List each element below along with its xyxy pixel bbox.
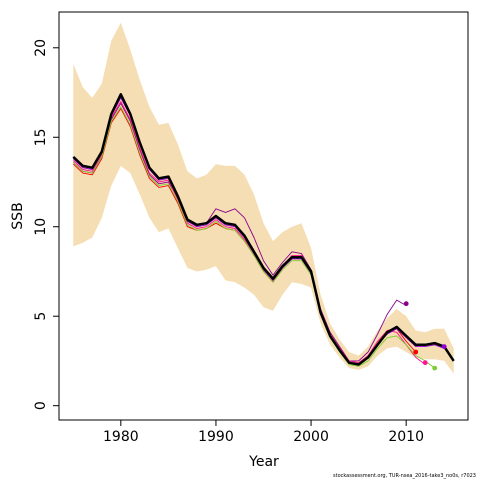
y-tick-label: 0 — [33, 401, 49, 410]
x-axis: 1980 1990 2000 2010 — [103, 420, 424, 445]
caption: stockassessment.org, TUR-nsea_2016-take3… — [333, 473, 476, 479]
retro-line-3 — [72, 101, 426, 365]
y-tick-label: 15 — [33, 128, 49, 146]
plot-frame — [58, 11, 469, 421]
retro-endpoint-3 — [422, 360, 428, 366]
x-tick-label: 1980 — [103, 429, 139, 445]
x-tick-label: 2010 — [388, 429, 424, 445]
confidence-band-area — [73, 22, 454, 374]
series-lines — [72, 93, 455, 369]
retro-endpoint-2 — [413, 349, 419, 355]
y-tick-label: 20 — [33, 39, 49, 57]
x-tick-label: 1990 — [198, 429, 234, 445]
retro-endpoint-4 — [432, 365, 438, 371]
retro-endpoint-5 — [441, 344, 447, 349]
x-axis-title: Year — [248, 454, 279, 470]
confidence-band — [73, 22, 454, 374]
retro-line-4 — [72, 106, 435, 369]
ssb-main-line — [72, 93, 455, 366]
y-axis-title: SSB — [10, 202, 26, 229]
y-tick-label: 10 — [33, 218, 49, 236]
y-axis: 0 5 10 15 20 — [33, 39, 59, 410]
retro-endpoints — [403, 301, 447, 371]
retro-endpoint-1 — [403, 301, 409, 307]
x-tick-label: 2000 — [293, 429, 329, 445]
y-tick-label: 5 — [33, 312, 49, 321]
